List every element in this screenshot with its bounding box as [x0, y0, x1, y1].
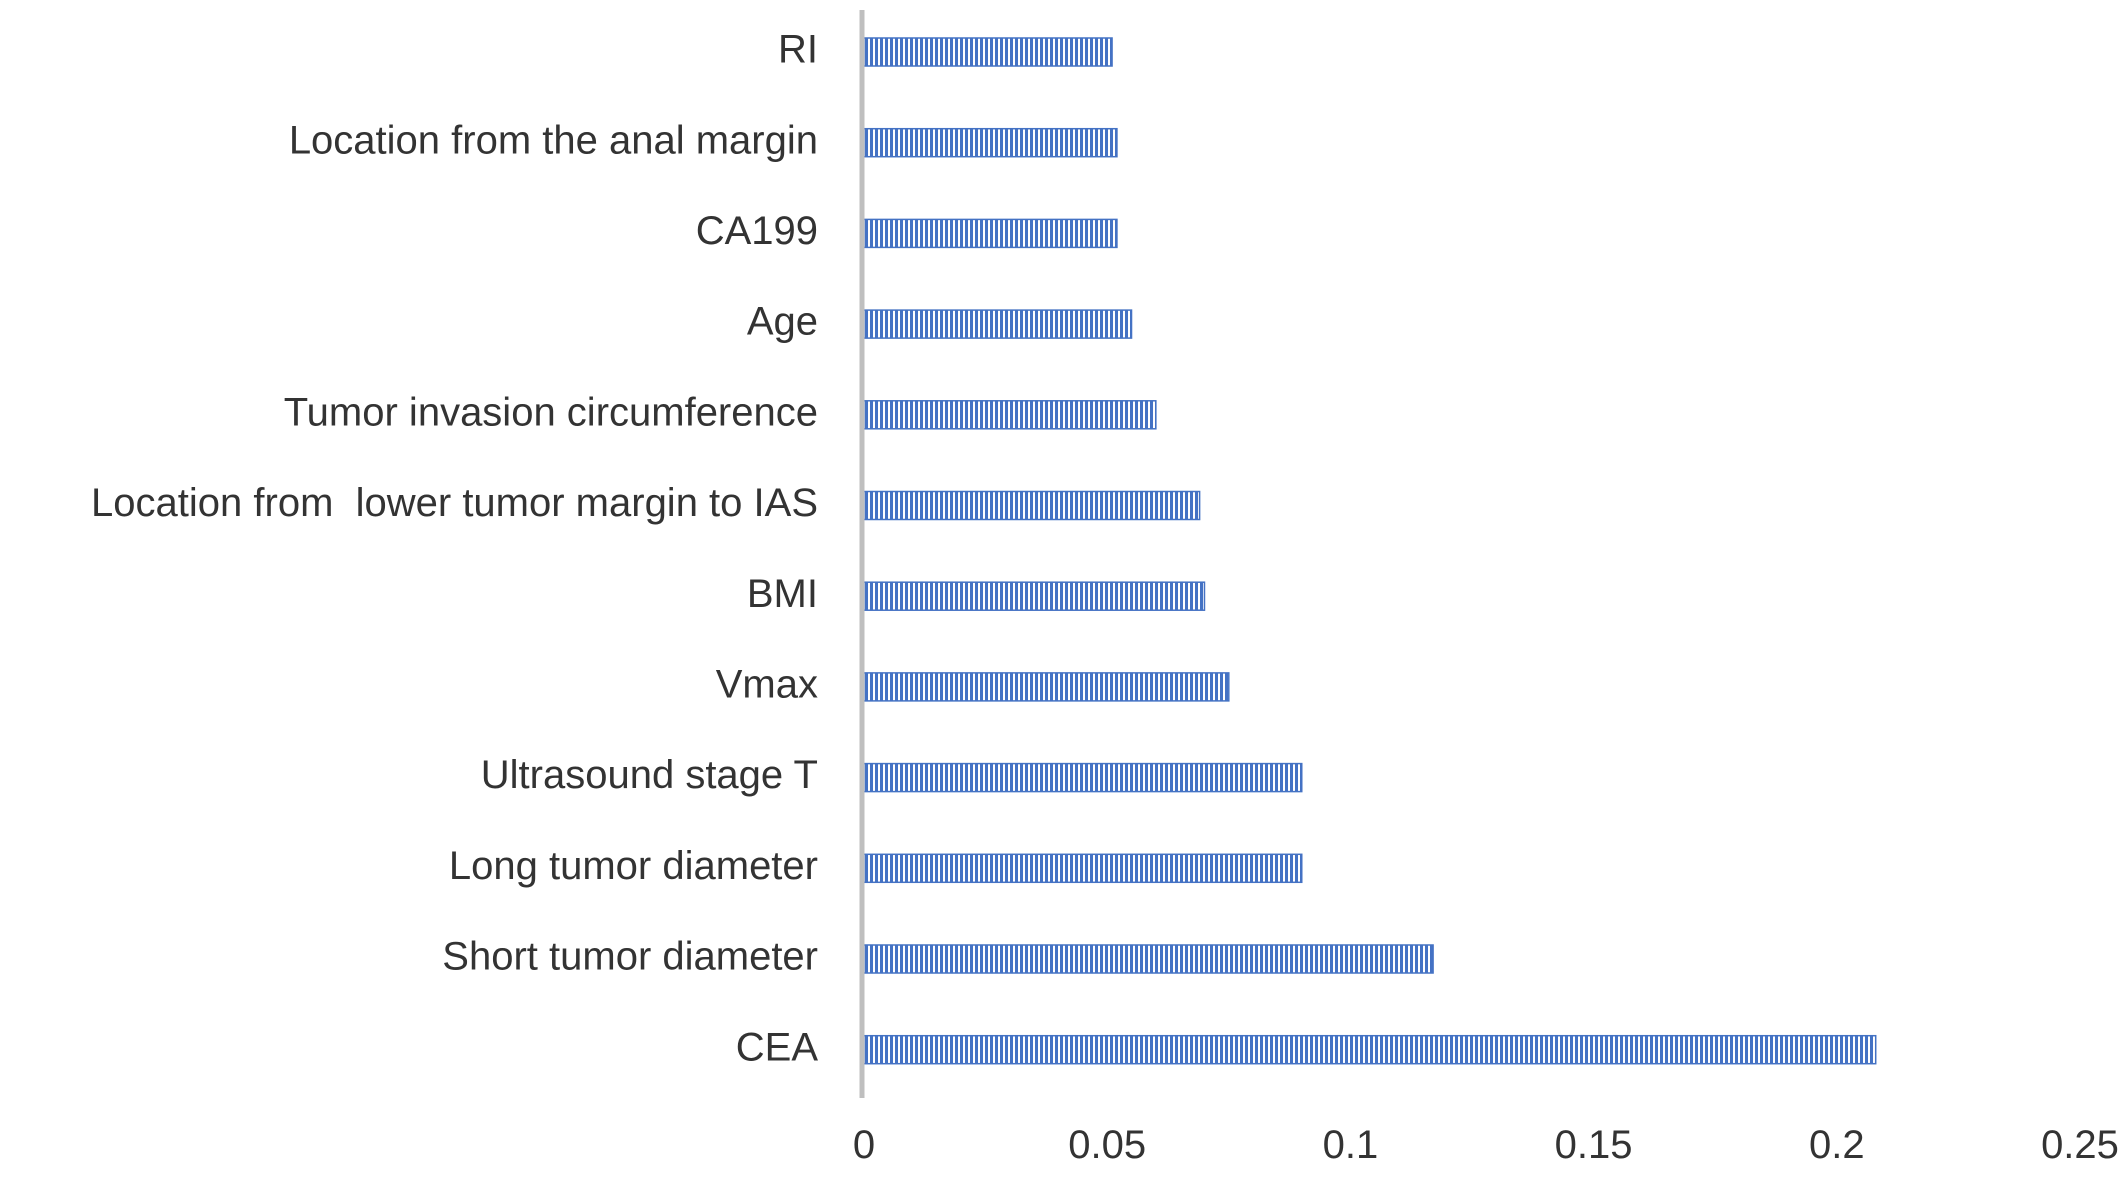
x-tick-label: 0.15	[1555, 1123, 1633, 1167]
category-label: Age	[747, 300, 818, 344]
bar-1	[863, 127, 1118, 158]
bar-7	[863, 672, 1230, 702]
bar-6	[863, 581, 1206, 611]
bar-8	[863, 762, 1303, 793]
x-tick-label: 0.1	[1323, 1123, 1379, 1167]
bars-group	[863, 37, 1877, 1065]
bar-9	[863, 853, 1303, 884]
bar-10	[863, 944, 1434, 974]
x-tick-labels-group: 0 0.05 0.1 0.15 0.2 0.25	[853, 1123, 2119, 1167]
bar-0	[863, 37, 1113, 67]
x-tick-label: 0.25	[2041, 1123, 2119, 1167]
category-label: RI	[778, 28, 818, 72]
category-label: Short tumor diameter	[442, 935, 818, 979]
category-labels-group: RI Location from the anal margin CA199 Age T…	[91, 28, 818, 1070]
bar-11	[863, 1034, 1877, 1065]
category-label: Long tumor diameter	[449, 844, 818, 888]
x-tick-label: 0	[853, 1123, 875, 1167]
bar-2	[863, 218, 1118, 249]
category-label: Location from the anal margin	[289, 118, 818, 162]
category-label: Location from lower tumor margin to IAS	[91, 481, 818, 525]
x-tick-label: 0.2	[1809, 1123, 1865, 1167]
bar-5	[863, 490, 1201, 521]
category-label: Vmax	[716, 662, 818, 706]
category-label: Ultrasound stage T	[481, 753, 818, 797]
x-tick-label: 0.05	[1068, 1123, 1146, 1167]
bar-3	[863, 309, 1133, 339]
bar-4	[863, 400, 1157, 430]
category-label: BMI	[747, 572, 818, 616]
category-label: CA199	[696, 209, 818, 253]
category-label: Tumor invasion circumference	[284, 390, 818, 434]
category-label: CEA	[736, 1025, 819, 1069]
